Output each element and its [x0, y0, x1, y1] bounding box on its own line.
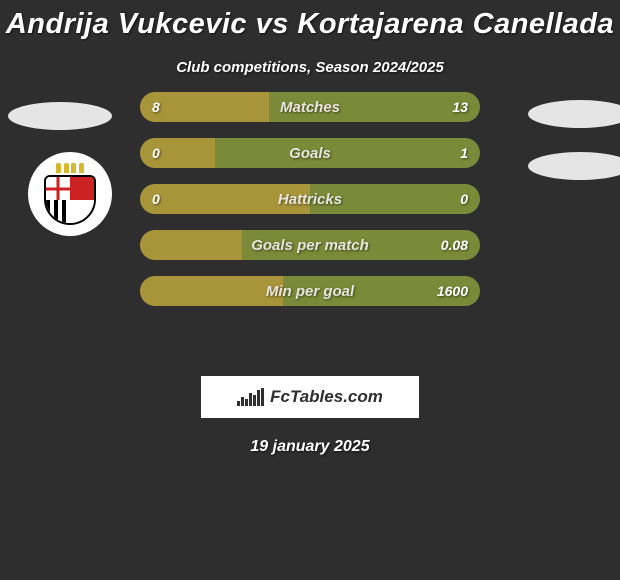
stat-label: Goals per match — [140, 230, 480, 260]
comparison-card: Andrija Vukcevic vs Kortajarena Canellad… — [0, 0, 620, 456]
crest-graphic — [44, 163, 96, 225]
page-title: Andrija Vukcevic vs Kortajarena Canellad… — [0, 0, 620, 41]
stat-value-left: 0 — [152, 138, 160, 168]
placeholder-ellipse-left — [8, 102, 112, 130]
bar-chart-icon — [237, 388, 264, 406]
stat-rows: Matches813Goals01Hattricks00Goals per ma… — [140, 92, 480, 322]
stat-value-right: 13 — [452, 92, 468, 122]
stat-row: Matches8 13 — [140, 92, 480, 122]
stat-value-right: 1 — [460, 138, 468, 168]
stat-label: Goals — [140, 138, 480, 168]
stat-label: Matches — [140, 92, 480, 122]
stat-value-right: 0 — [460, 184, 468, 214]
chart-area: Matches813Goals01Hattricks00Goals per ma… — [0, 108, 620, 358]
date-label: 19 january 2025 — [0, 438, 620, 456]
crown-icon — [56, 163, 84, 173]
stat-row: Goals0 1 — [140, 138, 480, 168]
stat-value-left: 8 — [152, 92, 160, 122]
stat-label: Min per goal — [140, 276, 480, 306]
stat-row: Min per goal1600 — [140, 276, 480, 306]
logo-text: FcTables.com — [270, 387, 383, 407]
stat-value-right: 1600 — [437, 276, 468, 306]
shield-icon — [44, 175, 96, 225]
stat-value-right: 0.08 — [441, 230, 468, 260]
stat-value-left: 0 — [152, 184, 160, 214]
placeholder-ellipse-right-2 — [528, 152, 620, 180]
club-crest — [28, 152, 112, 236]
source-logo: FcTables.com — [201, 376, 419, 418]
placeholder-ellipse-right-1 — [528, 100, 620, 128]
subtitle: Club competitions, Season 2024/2025 — [0, 59, 620, 76]
stat-row: Hattricks0 0 — [140, 184, 480, 214]
stat-row: Goals per match0.08 — [140, 230, 480, 260]
stat-label: Hattricks — [140, 184, 480, 214]
